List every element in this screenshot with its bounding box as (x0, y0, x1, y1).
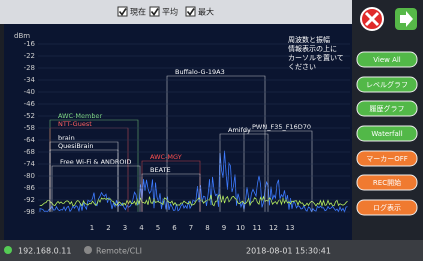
network-label: AWC-MGY (150, 153, 182, 161)
menu-button-label: マーカーOFF (366, 155, 408, 163)
checkbox-label: 現在 (130, 7, 146, 17)
x-tick-label: 5 (156, 224, 160, 232)
y-tick-label: -64 (24, 136, 36, 144)
status-mode: Remote/CLI (96, 247, 142, 256)
y-tick-label: -68 (24, 148, 35, 156)
x-tick-label: 8 (205, 224, 209, 232)
y-tick-label: -92 (24, 196, 35, 204)
y-tick-label: -86 (24, 184, 36, 192)
hint-text: 情報表示の上に (288, 44, 337, 53)
menu-button-label: View All (373, 56, 401, 64)
y-unit: dBm (14, 32, 30, 40)
hint-text: ください (288, 63, 316, 71)
network-label: QuesiBrain (58, 142, 93, 150)
menu-button-label: Waterfall (371, 130, 402, 138)
status-led (84, 246, 92, 254)
y-tick-label: -74 (24, 160, 36, 168)
y-tick-label: -58 (24, 124, 35, 132)
y-tick-label: -52 (24, 112, 35, 120)
checkbox-label: 最大 (198, 7, 214, 17)
x-tick-label: 4 (139, 224, 144, 232)
menu-button-label: 履歴グラフ (370, 104, 405, 113)
status-ip: 192.168.0.11 (18, 247, 71, 256)
hint-text: カーソルを置いて (288, 54, 344, 62)
menu-button-label: REC開始 (373, 178, 401, 187)
x-tick-label: 2 (106, 224, 110, 232)
y-tick-label: -46 (24, 100, 36, 108)
menu-button-label: レベルグラフ (366, 80, 408, 89)
network-label: Amifdy (228, 126, 251, 134)
x-tick-label: 11 (253, 224, 262, 232)
network-label: brain (58, 134, 75, 142)
x-tick-label: 6 (172, 224, 177, 232)
x-tick-label: 9 (222, 224, 226, 232)
network-label: NTT-Guest (58, 120, 92, 128)
network-label: Free Wi-Fi & ANDROID (60, 158, 131, 166)
y-tick-label: -80 (24, 172, 35, 180)
x-tick-label: 12 (269, 224, 278, 232)
screen: Buffalo-G-19A3AWC-MemberNTT-GuestbrainQu… (0, 0, 423, 261)
network-label: PWN_F35_F16D70 (252, 123, 311, 131)
x-tick-label: 10 (236, 224, 245, 232)
x-tick-label: 13 (286, 224, 295, 232)
x-tick-label: 1 (90, 224, 94, 232)
network-label: BEATE (150, 166, 171, 174)
status-led (4, 246, 12, 254)
y-tick-label: -40 (24, 88, 35, 96)
y-tick-label: -16 (24, 40, 36, 48)
network-label: Buffalo-G-19A3 (175, 68, 225, 76)
y-tick-label: -28 (24, 64, 35, 72)
menu-button-label: ログ表示 (373, 203, 401, 212)
y-tick-label: -98 (24, 208, 35, 216)
x-tick-label: 3 (123, 224, 127, 232)
status-datetime: 2018-08-01 15:30:41 (246, 247, 331, 256)
x-tick-label: 7 (189, 224, 193, 232)
y-tick-label: -34 (24, 76, 36, 84)
y-tick-label: -22 (24, 52, 35, 60)
hint-text: 周波数と振幅 (288, 35, 330, 44)
checkbox-label: 平均 (162, 7, 178, 17)
